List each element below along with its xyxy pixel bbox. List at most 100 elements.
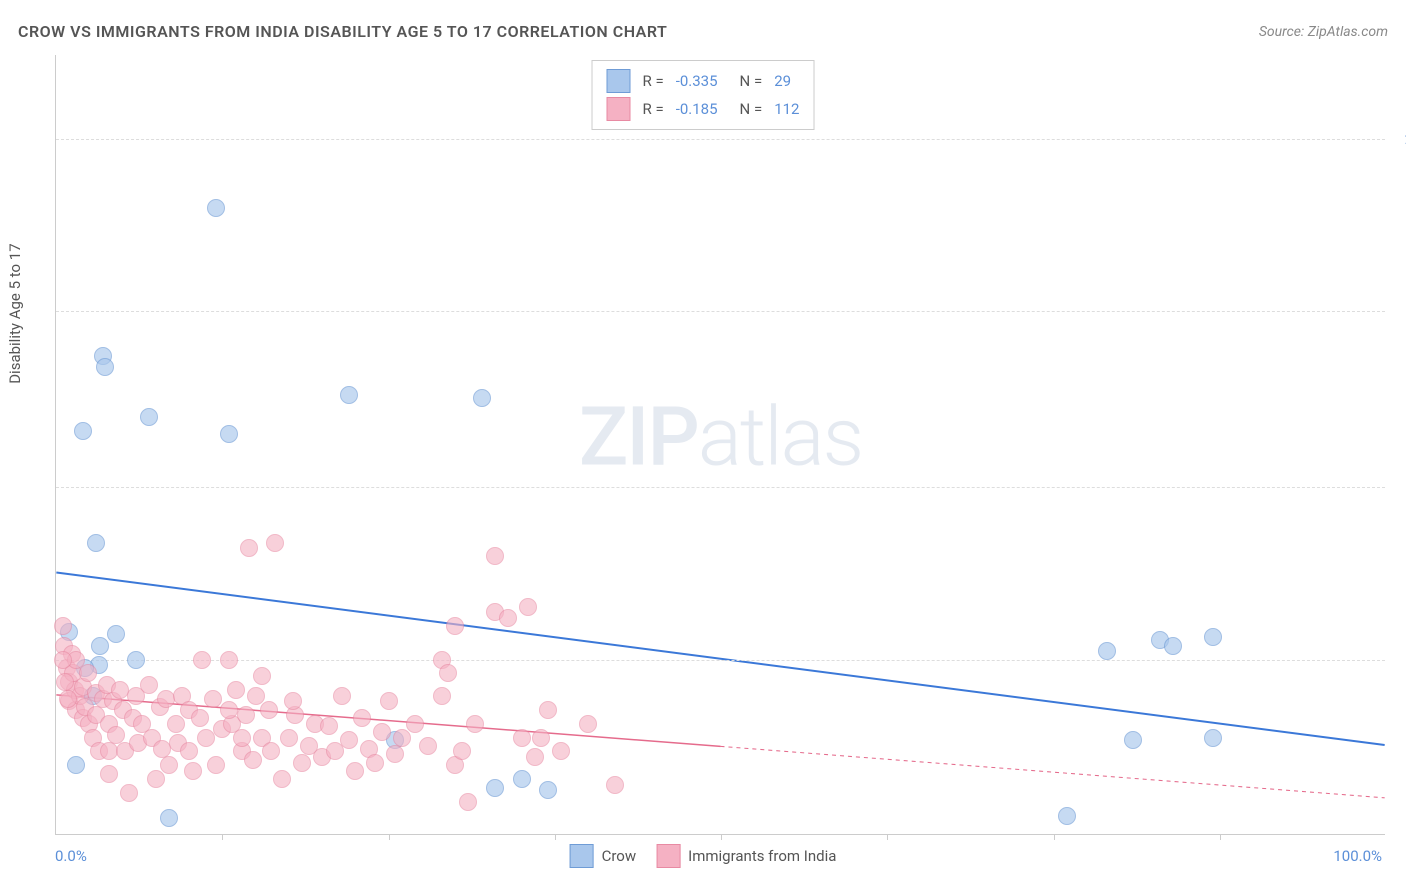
data-point — [446, 617, 464, 635]
r-label: R = — [643, 100, 664, 118]
data-point — [107, 726, 125, 744]
chart-title: CROW VS IMMIGRANTS FROM INDIA DISABILITY… — [18, 22, 667, 41]
data-point — [233, 729, 251, 747]
data-point — [220, 651, 238, 669]
data-point — [293, 754, 311, 772]
data-point — [320, 717, 338, 735]
legend-swatch — [607, 69, 631, 93]
data-point — [539, 701, 557, 719]
y-tick-label: 6.3% — [1390, 651, 1406, 669]
x-axis-max-label: 100.0% — [1333, 847, 1382, 865]
data-point — [59, 690, 77, 708]
x-tick — [222, 834, 223, 840]
legend-stat-row: R = -0.185 N = 112 — [607, 95, 800, 123]
y-tick-label: 25.0% — [1390, 130, 1406, 148]
data-point — [459, 793, 477, 811]
gridline — [56, 139, 1385, 140]
data-point — [353, 709, 371, 727]
watermark: ZIPatlas — [579, 389, 862, 485]
data-point — [1204, 628, 1222, 646]
data-point — [160, 809, 178, 827]
correlation-legend: R =-0.335N =29R =-0.185N =112 — [592, 60, 815, 130]
legend-label: Crow — [602, 847, 637, 865]
data-point — [419, 737, 437, 755]
data-point — [244, 751, 262, 769]
data-point — [204, 690, 222, 708]
data-point — [147, 770, 165, 788]
data-point — [466, 715, 484, 733]
n-value: 112 — [774, 100, 799, 118]
x-tick — [1054, 834, 1055, 840]
data-point — [120, 784, 138, 802]
chart-header: CROW VS IMMIGRANTS FROM INDIA DISABILITY… — [18, 22, 1388, 41]
data-point — [380, 692, 398, 710]
data-point — [386, 745, 404, 763]
n-label: N = — [740, 100, 763, 118]
data-point — [266, 534, 284, 552]
data-point — [79, 664, 97, 682]
data-point — [91, 637, 109, 655]
data-point — [227, 681, 245, 699]
data-point — [499, 609, 517, 627]
data-point — [237, 706, 255, 724]
data-point — [167, 715, 185, 733]
x-tick — [721, 834, 722, 840]
trend-lines — [56, 55, 1385, 834]
source-attribution: Source: ZipAtlas.com — [1259, 24, 1388, 40]
data-point — [393, 729, 411, 747]
gridline — [56, 660, 1385, 661]
r-label: R = — [643, 72, 664, 90]
gridline — [56, 487, 1385, 488]
legend-stat-row: R =-0.335N =29 — [607, 67, 800, 95]
series-legend: Crow Immigrants from India — [570, 844, 837, 868]
data-point — [1124, 731, 1142, 749]
data-point — [193, 651, 211, 669]
data-point — [220, 701, 238, 719]
scatter-chart: ZIPatlas 6.3%12.5%18.8%25.0% — [55, 55, 1385, 835]
data-point — [552, 742, 570, 760]
data-point — [532, 729, 550, 747]
legend-item: Crow — [570, 844, 637, 868]
legend-swatch — [570, 844, 594, 868]
data-point — [473, 389, 491, 407]
x-tick — [389, 834, 390, 840]
gridline — [56, 311, 1385, 312]
data-point — [207, 756, 225, 774]
data-point — [486, 547, 504, 565]
data-point — [127, 651, 145, 669]
data-point — [160, 756, 178, 774]
y-tick-label: 12.5% — [1390, 478, 1406, 496]
data-point — [253, 667, 271, 685]
data-point — [54, 617, 72, 635]
r-value: -0.185 — [676, 100, 718, 118]
data-point — [207, 199, 225, 217]
data-point — [140, 676, 158, 694]
data-point — [280, 729, 298, 747]
data-point — [273, 770, 291, 788]
data-point — [1098, 642, 1116, 660]
data-point — [513, 729, 531, 747]
trend-line-extrapolated — [721, 746, 1385, 797]
data-point — [140, 408, 158, 426]
data-point — [67, 756, 85, 774]
y-axis-title: Disability Age 5 to 17 — [6, 243, 24, 383]
data-point — [366, 754, 384, 772]
data-point — [406, 715, 424, 733]
data-point — [157, 690, 175, 708]
data-point — [340, 386, 358, 404]
data-point — [346, 762, 364, 780]
data-point — [100, 765, 118, 783]
data-point — [240, 539, 258, 557]
data-point — [54, 651, 72, 669]
data-point — [107, 625, 125, 643]
legend-label: Immigrants from India — [688, 847, 836, 865]
data-point — [74, 422, 92, 440]
y-tick-label: 18.8% — [1390, 302, 1406, 320]
x-tick — [1220, 834, 1221, 840]
data-point — [96, 358, 114, 376]
x-tick — [555, 834, 556, 840]
data-point — [56, 673, 74, 691]
data-point — [526, 748, 544, 766]
data-point — [513, 770, 531, 788]
data-point — [373, 723, 391, 741]
